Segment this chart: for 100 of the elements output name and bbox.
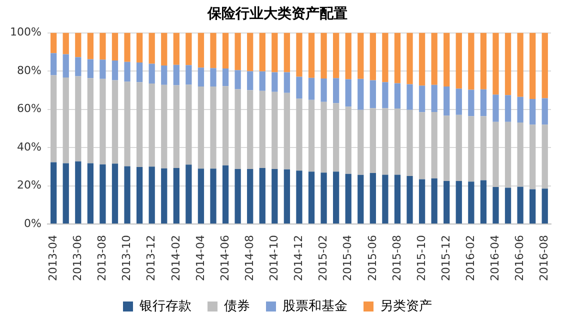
bar — [468, 182, 474, 224]
bar — [480, 180, 487, 224]
bar — [406, 176, 413, 224]
bar — [406, 110, 413, 176]
bar — [62, 54, 69, 78]
bar — [247, 32, 254, 72]
bar — [198, 86, 204, 169]
bar — [210, 168, 216, 224]
bar — [382, 108, 388, 175]
bar — [148, 32, 155, 64]
bar — [530, 124, 536, 190]
bar — [358, 174, 364, 224]
bar — [333, 172, 340, 224]
bar — [382, 82, 388, 108]
bar — [161, 66, 168, 85]
bar — [406, 32, 413, 84]
bar — [100, 60, 106, 79]
bar — [247, 71, 254, 90]
bar — [296, 98, 302, 171]
bar — [456, 114, 462, 182]
bar — [320, 172, 327, 224]
bar — [345, 106, 352, 174]
bar — [222, 86, 229, 166]
bar — [418, 179, 426, 224]
bar — [504, 188, 512, 224]
bar — [259, 32, 266, 72]
bar — [431, 178, 438, 224]
legend-label: 股票和基金 — [282, 298, 348, 314]
bar — [504, 122, 512, 188]
bar — [62, 163, 69, 224]
bar — [259, 168, 266, 224]
bar — [50, 162, 57, 224]
legend-label: 另类资产 — [380, 298, 432, 314]
bar — [259, 90, 266, 168]
bar — [517, 122, 524, 187]
bar — [418, 112, 426, 180]
bar — [370, 80, 376, 108]
bar — [272, 168, 278, 224]
bar — [210, 86, 216, 169]
bar — [136, 62, 143, 82]
bar — [161, 84, 168, 168]
bar — [100, 164, 106, 224]
bar — [418, 86, 426, 112]
legend-label: 银行存款 — [138, 298, 192, 314]
bar — [542, 124, 548, 189]
bar — [210, 68, 216, 87]
bar — [75, 161, 82, 224]
bar — [530, 32, 536, 99]
x-tick-label: 2014-12 — [292, 235, 306, 282]
bar — [456, 32, 462, 89]
bar — [148, 166, 155, 224]
bar — [186, 32, 192, 66]
bar — [198, 32, 204, 68]
x-tick-label: 2014-10 — [268, 235, 281, 282]
bar — [308, 78, 315, 100]
bar — [50, 32, 57, 54]
bar — [173, 168, 180, 224]
bar — [62, 32, 69, 54]
x-tick-label: 2015-02 — [316, 235, 330, 282]
bar — [124, 62, 130, 82]
bar — [492, 32, 499, 95]
bar — [284, 72, 290, 93]
bar — [173, 64, 180, 86]
bar — [222, 165, 229, 224]
bar — [394, 108, 401, 175]
bar — [468, 90, 474, 116]
bar — [308, 172, 315, 224]
bar — [333, 103, 340, 172]
bar — [320, 32, 327, 79]
bar — [370, 108, 376, 173]
bar — [112, 60, 118, 80]
bar — [492, 186, 499, 224]
x-tick-label: 2014-04 — [194, 235, 207, 282]
bar — [272, 92, 278, 169]
bar — [358, 78, 364, 110]
bar — [87, 59, 94, 78]
bar — [370, 172, 376, 224]
y-tick-label: 80% — [16, 64, 42, 77]
bar — [468, 116, 474, 182]
bar — [234, 70, 241, 90]
bar — [492, 94, 499, 122]
bar — [345, 174, 352, 224]
bar — [320, 78, 327, 102]
bar — [542, 98, 548, 125]
bar — [234, 168, 241, 224]
bar — [406, 84, 413, 110]
bar — [394, 174, 401, 224]
bar — [124, 82, 130, 166]
bar — [186, 65, 192, 85]
bar — [148, 83, 155, 167]
bar — [173, 85, 180, 168]
x-tick-label: 2015-04 — [341, 235, 354, 282]
bar — [50, 75, 57, 162]
x-tick-label: 2015-12 — [439, 235, 452, 282]
chart-title: 保险行业大类资产配置 — [206, 5, 348, 22]
bar — [320, 102, 327, 173]
bar — [504, 95, 512, 122]
bar — [112, 32, 118, 61]
bar — [124, 166, 130, 224]
bar — [87, 163, 94, 224]
